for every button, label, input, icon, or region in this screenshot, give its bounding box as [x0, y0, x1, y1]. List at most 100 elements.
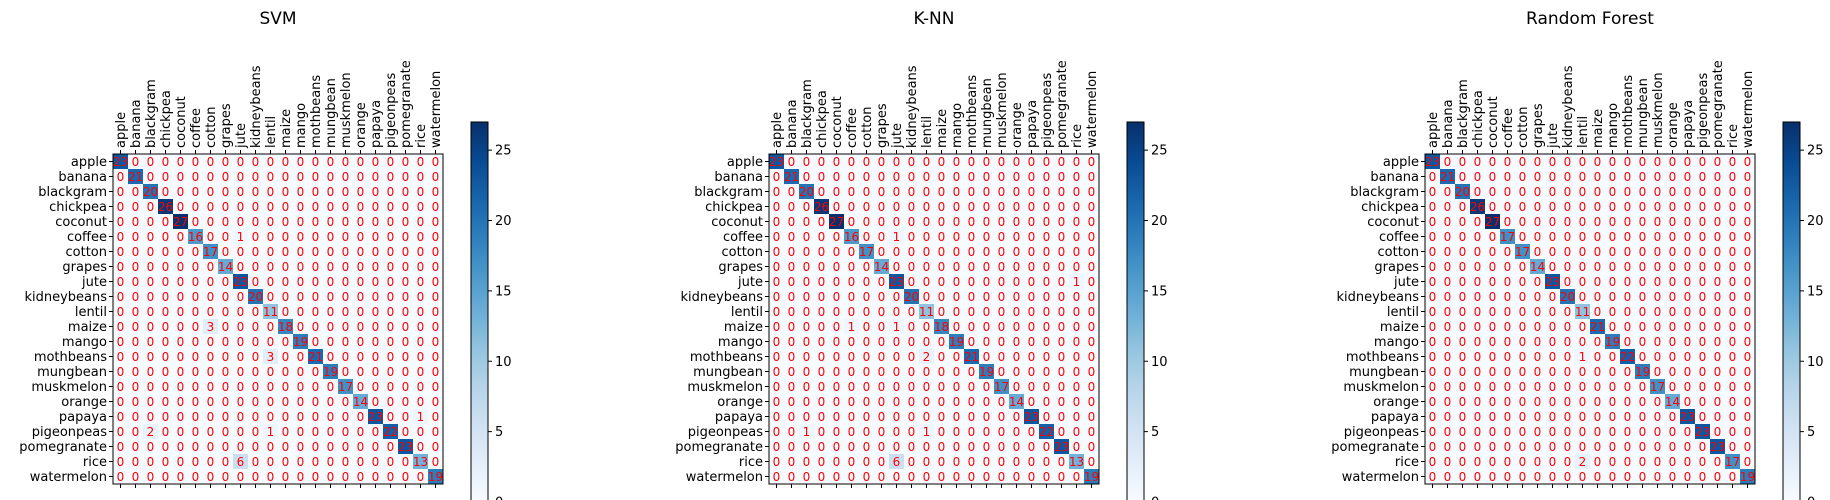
- cell-value-label: 0: [983, 305, 991, 319]
- heatmap-cell: [128, 289, 144, 305]
- cell-value-label: 0: [1564, 320, 1572, 334]
- heatmap-cell: [308, 439, 324, 455]
- heatmap-cell: [383, 409, 399, 425]
- cell-value-label: 0: [267, 245, 275, 259]
- cell-value-label: 0: [432, 365, 440, 379]
- cell-value-label: 0: [207, 260, 215, 274]
- cell-value-label: 0: [1043, 155, 1051, 169]
- heatmap-cell: [128, 229, 144, 245]
- heatmap-cell: [293, 409, 309, 425]
- cell-value-label: 0: [1028, 245, 1036, 259]
- cell-value-label: 0: [1564, 410, 1572, 424]
- heatmap-cell: [308, 229, 324, 245]
- cell-value-label: 0: [417, 185, 425, 199]
- cell-value-label: 0: [1549, 410, 1557, 424]
- heatmap-cell: [323, 454, 339, 470]
- cell-value-label: 0: [1609, 440, 1617, 454]
- cell-value-label: 0: [237, 155, 245, 169]
- colorbar: [470, 121, 489, 500]
- cell-value-label: 0: [1429, 335, 1437, 349]
- cell-value-label: 0: [387, 290, 395, 304]
- heatmap-cell: [143, 334, 159, 350]
- heatmap-cell: [428, 229, 444, 245]
- heatmap-cell: [338, 244, 354, 260]
- heatmap-cell: [368, 334, 384, 350]
- cell-value-label: 0: [968, 260, 976, 274]
- cell-value-label: 0: [1444, 380, 1452, 394]
- cell-value-label: 0: [983, 170, 991, 184]
- heatmap-cell: [128, 349, 144, 365]
- cell-value-label: 0: [803, 395, 811, 409]
- cell-value-label: 0: [848, 200, 856, 214]
- heatmap-cell: [934, 214, 950, 230]
- cell-value-label: 0: [402, 380, 410, 394]
- cell-value-label: 0: [1549, 380, 1557, 394]
- cell-value-label: 0: [938, 380, 946, 394]
- cell-value-label: 0: [1699, 290, 1707, 304]
- heatmap-cell: [173, 229, 189, 245]
- cell-value-label: 0: [1669, 245, 1677, 259]
- cell-value-label: 0: [803, 170, 811, 184]
- heatmap-cell: [218, 259, 234, 275]
- cell-value-label: 19: [428, 470, 443, 484]
- heatmap-cell: [323, 184, 339, 200]
- cell-value-label: 0: [222, 200, 230, 214]
- cell-value-label: 0: [1073, 230, 1081, 244]
- heatmap-cell: [383, 259, 399, 275]
- cell-value-label: 0: [252, 320, 260, 334]
- cell-value-label: 0: [803, 440, 811, 454]
- y-tick-label: apple: [71, 155, 107, 170]
- cell-value-label: 0: [1744, 350, 1752, 364]
- heatmap-cell: [203, 364, 219, 380]
- cell-value-label: 0: [1519, 185, 1527, 199]
- cell-value-label: 0: [192, 215, 200, 229]
- cell-value-label: 0: [893, 350, 901, 364]
- cell-value-label: 0: [953, 380, 961, 394]
- colorbar: [1126, 121, 1145, 500]
- y-tick-label: coconut: [55, 215, 107, 230]
- heatmap-cell: [233, 469, 249, 485]
- heatmap-cell: [113, 289, 129, 305]
- heatmap-cell: [799, 199, 815, 215]
- cell-value-label: 0: [372, 305, 380, 319]
- cell-value-label: 0: [372, 380, 380, 394]
- cell-value-label: 0: [177, 455, 185, 469]
- cell-value-label: 0: [1729, 395, 1737, 409]
- cell-value-label: 0: [432, 440, 440, 454]
- heatmap-cell: [263, 439, 279, 455]
- cell-value-label: 0: [192, 170, 200, 184]
- cell-value-label: 0: [1549, 170, 1557, 184]
- x-tick-label: watermelon: [1085, 71, 1100, 148]
- cell-value-label: 0: [1013, 260, 1021, 274]
- cell-value-label: 0: [1639, 410, 1647, 424]
- heatmap-cell: [203, 349, 219, 365]
- cell-value-label: 0: [357, 290, 365, 304]
- cell-value-label: 0: [1729, 275, 1737, 289]
- cell-value-label: 23: [398, 440, 413, 454]
- cell-value-label: 0: [162, 335, 170, 349]
- colorbar-tick-label: 15: [495, 284, 512, 299]
- cell-value-label: 0: [938, 230, 946, 244]
- cell-value-label: 0: [207, 335, 215, 349]
- cell-value-label: 0: [908, 350, 916, 364]
- cell-value-label: 0: [983, 230, 991, 244]
- heatmap-cell: [859, 184, 875, 200]
- cell-value-label: 0: [177, 305, 185, 319]
- heatmap-cell: [263, 454, 279, 470]
- cell-value-label: 0: [1489, 365, 1497, 379]
- heatmap-cell: [1084, 214, 1100, 230]
- x-tick-label: jute: [890, 123, 905, 149]
- cell-value-label: 0: [1654, 425, 1662, 439]
- cell-value-label: 0: [1028, 395, 1036, 409]
- y-tick-label: mothbeans: [690, 350, 763, 365]
- heatmap-cell: [814, 199, 830, 215]
- cell-value-label: 0: [953, 395, 961, 409]
- cell-value-label: 0: [417, 290, 425, 304]
- cell-value-label: 0: [1028, 305, 1036, 319]
- cell-value-label: 0: [1429, 215, 1437, 229]
- cell-value-label: 0: [177, 320, 185, 334]
- cell-value-label: 23: [1425, 155, 1440, 169]
- cell-value-label: 0: [117, 230, 125, 244]
- cell-value-label: 26: [158, 200, 173, 214]
- cell-value-label: 0: [282, 365, 290, 379]
